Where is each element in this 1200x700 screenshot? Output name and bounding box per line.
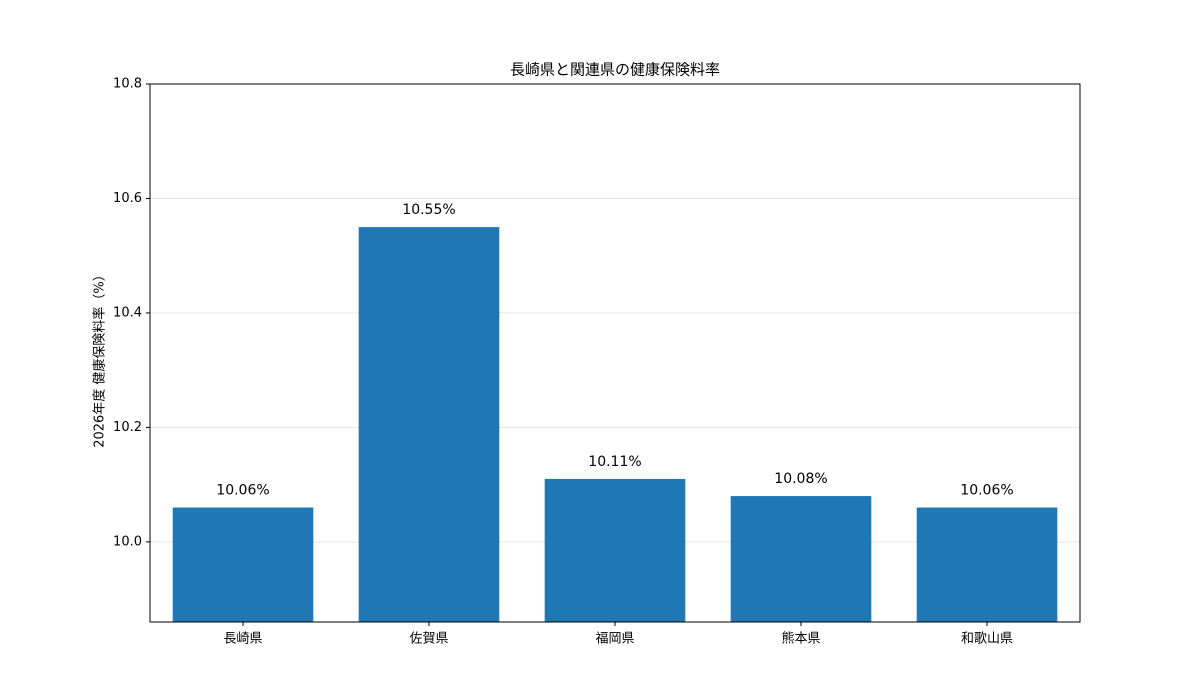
x-tick-label: 福岡県 [595,632,634,647]
y-tick-label: 10.2 [113,420,142,435]
plot-frame [149,83,1081,623]
x-tick-label: 熊本県 [781,631,820,647]
value-label: 10.55% [402,202,455,218]
y-tick-label: 10.6 [113,191,142,206]
y-tick-label: 10.0 [113,534,142,549]
x-tick-label: 佐賀県 [409,632,448,647]
y-tick-label: 10.8 [113,77,142,92]
y-axis-label: 2026年度 健康保険料率（%） [92,268,108,448]
bar [730,496,872,622]
y-tick-label: 10.4 [113,305,142,320]
value-label: 10.11% [588,454,641,470]
x-tick-label: 和歌山県 [961,632,1013,647]
bar [358,227,500,622]
value-label: 10.08% [774,471,827,487]
bar [544,478,686,622]
bar [916,507,1058,622]
x-tick-label: 長崎県 [223,632,262,647]
chart-title: 長崎県と関連県の健康保険料率 [510,61,720,79]
value-label: 10.06% [960,483,1013,499]
bar [172,507,314,622]
value-label: 10.06% [216,483,269,499]
